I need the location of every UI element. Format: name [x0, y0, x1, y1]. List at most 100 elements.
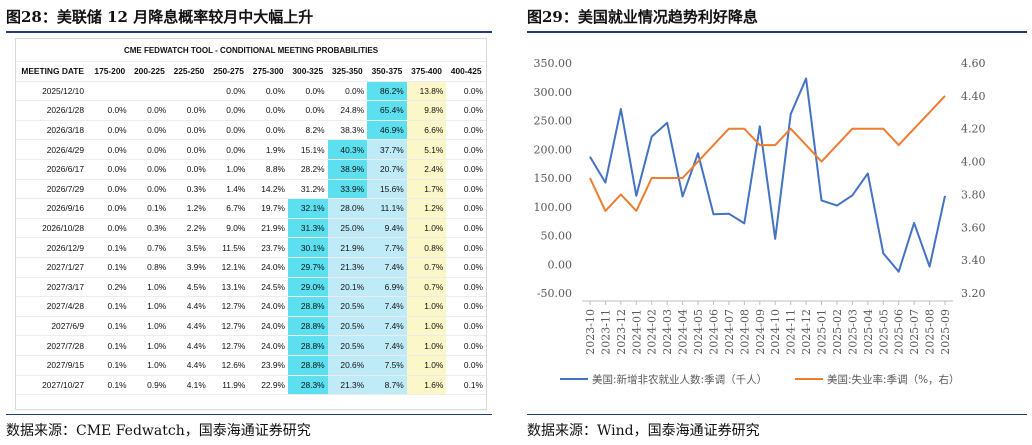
probability-cell: 0.0% [446, 139, 486, 160]
probability-cell: 21.9% [248, 218, 288, 239]
probability-cell: 4.4% [169, 316, 209, 337]
probability-cell: 23.7% [248, 237, 288, 258]
probability-cell: 0.0% [446, 316, 486, 337]
probability-cell: 12.7% [208, 296, 249, 317]
table-row: 2026/9/16 0.0% 0.1% 1.2% 6.7% 19.7% 32.1% 28.0%… [16, 198, 486, 219]
probability-cell: 0.0% [446, 257, 486, 278]
legend-label: 美国:失业率:季调（%，右） [827, 373, 960, 386]
employment-dual-axis-line-chart: -50.00 0.00 50.00 100.00 150.00 200.00 250.00 3… [534, 57, 986, 386]
probability-cell: 4.4% [169, 355, 209, 376]
probability-cell: 7.5% [367, 355, 407, 376]
x-tick-label: 2023-12 [615, 309, 628, 355]
probability-cell: 4.4% [169, 296, 209, 317]
probability-cell: 9.4% [367, 218, 407, 239]
table-row: 2027/7/28 0.1% 1.0% 4.4% 12.7% 24.0% 28.8% 20.5… [16, 335, 486, 356]
probability-cell: 0.1% [129, 198, 170, 219]
probability-cell [129, 81, 170, 102]
probability-cell: 25.0% [327, 218, 368, 239]
probability-cell: 6.6% [406, 120, 447, 141]
probability-cell: 0.0% [327, 81, 368, 102]
meeting-date-cell: 2025/12/10 [16, 81, 90, 102]
probability-cell: 0.7% [129, 237, 170, 258]
probability-cell: 1.7% [406, 179, 447, 200]
probability-cell: 28.2% [287, 159, 328, 180]
table-row: 2027/1/27 0.1% 0.8% 3.9% 12.1% 24.0% 29.7% 21.3… [16, 257, 486, 278]
probability-cell: 13.1% [208, 277, 249, 298]
probability-cell: 1.2% [169, 198, 209, 219]
probability-cell: 15.1% [287, 139, 328, 160]
probability-cell: 28.8% [287, 316, 328, 337]
right-tick-label: 4.20 [961, 123, 986, 136]
probability-cell: 1.0% [129, 335, 170, 356]
right-tick-label: 4.00 [961, 156, 986, 169]
probability-cell: 0.8% [129, 257, 170, 278]
probability-cell: 12.7% [208, 316, 249, 337]
probability-cell: 0.0% [90, 100, 130, 121]
probability-cell: 20.5% [327, 296, 368, 317]
x-tick-label: 2024-11 [785, 309, 798, 355]
right-source-rule [527, 414, 1027, 415]
probability-cell: 38.9% [327, 159, 368, 180]
probability-cell: 0.3% [169, 179, 209, 200]
x-tick-label: 2025-01 [816, 309, 829, 355]
left-source-note: 数据来源：CME Fedwatch，国泰海通证券研究 [6, 423, 311, 439]
probability-cell: 31.2% [287, 179, 328, 200]
x-tick-label: 2025-02 [831, 309, 844, 355]
probability-cell: 0.7% [406, 257, 447, 278]
x-tick-label: 2024-09 [754, 309, 767, 355]
probability-cell: 8.7% [367, 375, 407, 396]
probability-cell: 0.0% [446, 335, 486, 356]
x-tick-label: 2023-10 [584, 309, 597, 355]
probability-cell: 0.0% [446, 81, 486, 102]
probability-cell: 5.1% [406, 139, 447, 160]
probability-cell: 11.9% [208, 375, 249, 396]
x-tick-label: 2023-11 [599, 309, 612, 355]
x-tick-label: 2025-07 [908, 309, 921, 355]
probability-cell: 0.3% [129, 218, 170, 239]
probability-cell: 6.7% [208, 198, 249, 219]
probability-cell: 0.0% [248, 81, 288, 102]
probability-cell: 7.4% [367, 257, 407, 278]
probability-cell: 0.1% [90, 237, 130, 258]
legend-label: 美国:新增非农就业人数:季调（千人） [592, 373, 767, 386]
right-tick-label: 3.80 [961, 188, 986, 201]
probability-cell: 0.0% [446, 159, 486, 180]
probability-cell: 0.1% [90, 316, 130, 337]
right-tick-label: 3.20 [961, 287, 986, 300]
probability-cell: 7.7% [367, 237, 407, 258]
probability-cell [90, 81, 130, 102]
x-tick-label: 2024-03 [661, 309, 674, 355]
probability-cell: 21.3% [327, 257, 368, 278]
probability-cell: 0.0% [129, 120, 170, 141]
probability-cell: 0.0% [208, 100, 249, 121]
probability-cell: 12.6% [208, 355, 249, 376]
left-y-axis: -50.00 0.00 50.00 100.00 150.00 200.00 250.00 3… [534, 57, 573, 300]
probability-cell: 9.0% [208, 218, 249, 239]
probability-cell: 0.0% [446, 237, 486, 258]
meeting-date-cell: 2026/7/29 [16, 179, 90, 200]
header-rate-range: 250-275 [208, 61, 249, 82]
probability-cell: 7.4% [367, 296, 407, 317]
probability-cell: 1.0% [406, 218, 447, 239]
probability-cell: 3.9% [169, 257, 209, 278]
probability-cell: 14.2% [248, 179, 288, 200]
table-row: 2027/6/9 0.1% 1.0% 4.4% 12.7% 24.0% 28.8% 20.5%… [16, 316, 486, 337]
probability-cell: 0.8% [406, 237, 447, 258]
probability-cell: 28.8% [287, 355, 328, 376]
header-rate-range: 200-225 [129, 61, 170, 82]
probability-cell: 0.0% [90, 179, 130, 200]
probability-cell: 40.3% [327, 139, 368, 160]
left-source-rule [6, 414, 492, 415]
probability-cell: 0.0% [208, 81, 249, 102]
probability-cell: 2.4% [406, 159, 447, 180]
x-tick-label: 2025-08 [924, 309, 937, 355]
x-tick-label: 2024-05 [692, 309, 705, 355]
left-tick-label: -50.00 [537, 287, 572, 300]
probability-cell: 0.0% [208, 120, 249, 141]
probability-cell: 7.4% [367, 316, 407, 337]
probability-cell: 21.3% [327, 375, 368, 396]
meeting-date-cell: 2027/10/27 [16, 375, 90, 396]
x-tick-label: 2025-06 [893, 309, 906, 355]
probability-cell: 29.7% [287, 257, 328, 278]
probability-cell: 0.1% [90, 355, 130, 376]
